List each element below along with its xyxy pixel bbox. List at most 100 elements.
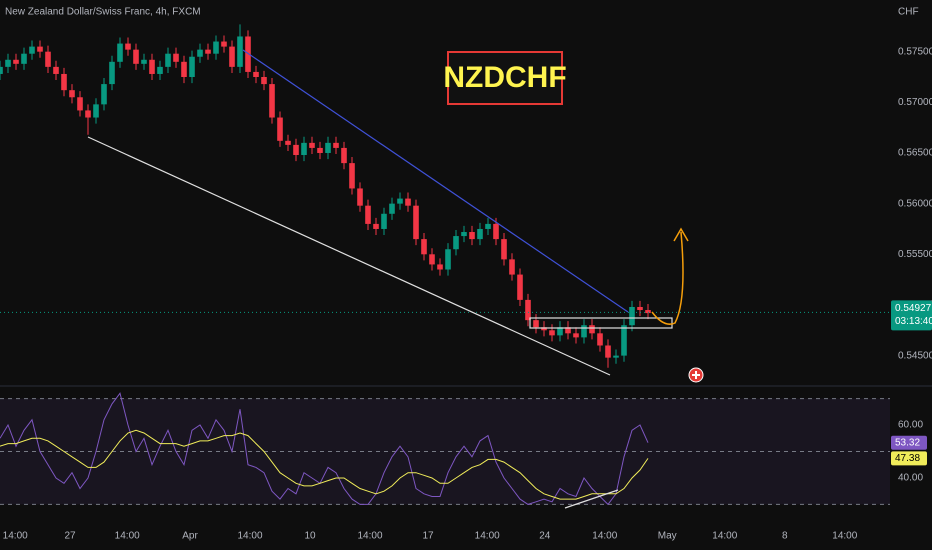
event-icon-plus [692,371,700,379]
rsi-band-layer [0,392,890,506]
candle-body [381,213,387,229]
rsi-line [0,429,649,500]
annotation-box [447,51,563,105]
candle-body [549,330,555,336]
candle-body [29,46,35,54]
candle-body [245,36,251,72]
candle-body [581,325,587,338]
support-box [529,317,673,329]
x-tick-label: 14:00 [3,531,28,542]
candle-body [373,223,379,229]
candles [0,24,890,368]
candle-body [365,205,371,224]
value-label-box [891,451,927,466]
candle-body [117,43,123,62]
x-tick-label: 14:00 [712,531,737,542]
x-tick-label: 24 [539,531,551,542]
candle-body [325,142,331,153]
candle-body [621,325,627,356]
y-tick-label: 0.56000 [898,198,932,209]
candle-body [229,46,235,67]
candle-body [125,43,131,50]
last-price-box [891,300,932,331]
x-tick-label: 14:00 [832,531,857,542]
candle-body [389,203,395,214]
last-price-label: 0.54927 [895,303,932,314]
candle-body [429,254,435,265]
candle-body [445,249,451,270]
candle-body [357,188,363,206]
candle-body [501,239,507,260]
candle-body [181,61,187,77]
candle-body [605,345,611,358]
candle-body [277,117,283,141]
candle-body [541,327,547,331]
candle-body [533,320,539,328]
y-tick-label: 0.57000 [898,97,932,108]
candle-body [341,147,347,164]
x-tick-label: 14:00 [357,531,382,542]
x-tick-label: 27 [64,531,76,542]
candle-body [101,84,107,105]
x-tick-label: 14:00 [115,531,140,542]
candle-body [589,325,595,334]
candle-body [173,53,179,62]
axis-labels: 0.575000.570000.565000.560000.555000.550… [3,46,932,542]
candle-body [317,147,323,153]
rsi-trend-line [564,489,619,509]
candle-body [413,205,419,240]
arrow-head [673,227,689,242]
candle-body [69,90,75,98]
candle-body [573,333,579,338]
currency-label: CHF [898,7,919,18]
candle-body [637,306,643,311]
candle-body [269,84,275,118]
candle-body [349,163,355,189]
rsi-band [0,398,890,505]
trend-line [242,49,629,313]
candle-body [645,310,651,314]
candle-body [0,66,3,74]
x-tick-label: May [658,531,677,542]
y-tick-label: 0.57500 [898,46,932,57]
candle-body [141,59,147,64]
candle-body [453,236,459,250]
candle-body [109,61,115,85]
x-tick-label: 14:00 [592,531,617,542]
rsi-line [0,392,649,506]
candle-body [237,36,243,67]
value-label: 53.32 [895,437,920,448]
candle-body [477,228,483,240]
candle-body [557,327,563,336]
candle-body [5,59,11,67]
candle-body [597,333,603,346]
candle-body [629,306,635,326]
candle-body [165,53,171,67]
candle-body [45,51,51,67]
trend-line [87,136,611,376]
candle-body [85,110,91,118]
candle-body [509,259,515,275]
candle-body [13,59,19,64]
candle-body [469,232,475,240]
candle-body [301,142,307,156]
countdown-label: 03:13:40 [895,316,932,327]
candle-body [37,46,43,52]
candle-body [157,66,163,74]
candle-body [333,142,339,148]
x-tick-label: 8 [782,531,788,542]
candle-body [61,73,67,91]
candle-body [493,223,499,240]
candle-body [397,198,403,204]
candle-body [205,49,211,54]
chart-title: New Zealand Dollar/Swiss Franc, 4h, FXCM [5,7,201,18]
candle-body [189,56,195,77]
candle-body [405,198,411,206]
value-label-box [891,435,927,450]
candle-body [253,71,259,77]
candle-body [613,355,619,358]
candle-body [309,142,315,148]
candle-body [197,49,203,57]
